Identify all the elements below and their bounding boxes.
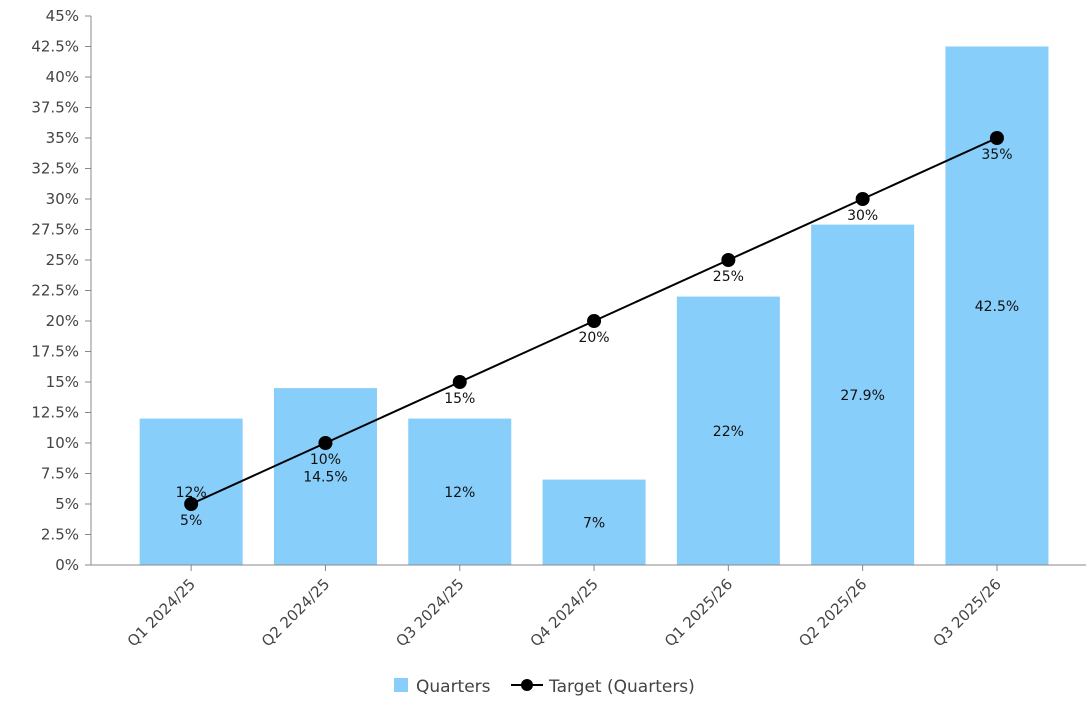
bar-data-label: 14.5% [303,470,347,486]
y-tick-label: 30% [46,190,79,208]
x-axis: Q1 2024/25 Q2 2024/25 Q3 2024/25 Q4 2024/25… [91,564,1086,650]
target-data-label: 15% [444,391,475,407]
bar-data-label: 12% [444,485,475,501]
x-tick-label: Q2 2025/26 [795,575,870,650]
y-axis: 0% 2.5% 5% 7.5% 10% 12.5% 15% 17.5% 20% 22.5% 25% 2… [31,7,92,574]
y-tick-label: 7.5% [41,465,79,483]
target-point [587,314,602,328]
target-point [184,497,199,511]
x-tick-label: Q4 2024/25 [527,575,602,650]
y-tick-label: 25% [46,251,79,269]
y-tick-label: 35% [46,129,79,147]
bar [811,224,915,565]
bar [408,418,512,565]
bar-data-label: 12% [176,485,207,501]
y-tick-label: 20% [46,312,79,330]
y-tick-label: 2.5% [41,526,79,544]
x-tick-label: Q3 2025/26 [930,575,1005,650]
y-tick-label: 15% [46,373,79,391]
y-tick-label: 12.5% [31,404,79,422]
x-tick-label: Q3 2024/25 [392,575,467,650]
target-data-label: 30% [847,208,878,224]
bar [542,479,646,565]
legend-marker-target [521,679,533,691]
target-point [721,253,736,267]
bar [676,296,780,565]
y-tick-label: 42.5% [31,38,79,56]
legend-label-quarters: Quarters [416,677,491,697]
y-tick-label: 27.5% [31,221,79,239]
target-point [318,436,333,450]
bar-data-label: 42.5% [975,299,1019,315]
target-data-label: 20% [578,330,609,346]
y-tick-label: 37.5% [31,99,79,117]
y-tick-label: 5% [55,495,79,513]
target-markers: 5% 10% 15% 20% 25% 30% 35% [180,131,1013,529]
bar [273,388,377,565]
legend-label-target: Target (Quarters) [548,677,695,697]
legend: Quarters Target (Quarters) [394,677,695,697]
target-data-label: 35% [981,147,1012,163]
legend-swatch-quarters [394,678,408,692]
target-data-label: 5% [180,513,202,529]
x-tick-label: Q1 2025/26 [661,575,736,650]
y-tick-label: 22.5% [31,282,79,300]
target-point [855,192,870,206]
bar-series-quarters [139,46,1049,565]
target-data-label: 10% [310,452,341,468]
x-tick-label: Q1 2024/25 [124,575,199,650]
target-point [452,375,467,389]
y-tick-label: 45% [46,7,79,25]
y-tick-label: 32.5% [31,160,79,178]
bar [139,418,243,565]
y-tick-label: 0% [55,556,79,574]
y-tick-label: 17.5% [31,343,79,361]
bar-data-label: 7% [583,515,605,531]
bar-labels: 12% 14.5% 12% 7% 22% 27.9% 42.5% [176,299,1020,532]
bar-data-label: 22% [713,424,744,440]
target-point [989,131,1004,145]
target-data-label: 25% [713,269,744,285]
bar-data-label: 27.9% [840,388,884,404]
x-tick-label: Q2 2024/25 [258,575,333,650]
y-tick-label: 40% [46,68,79,86]
y-tick-label: 10% [46,434,79,452]
